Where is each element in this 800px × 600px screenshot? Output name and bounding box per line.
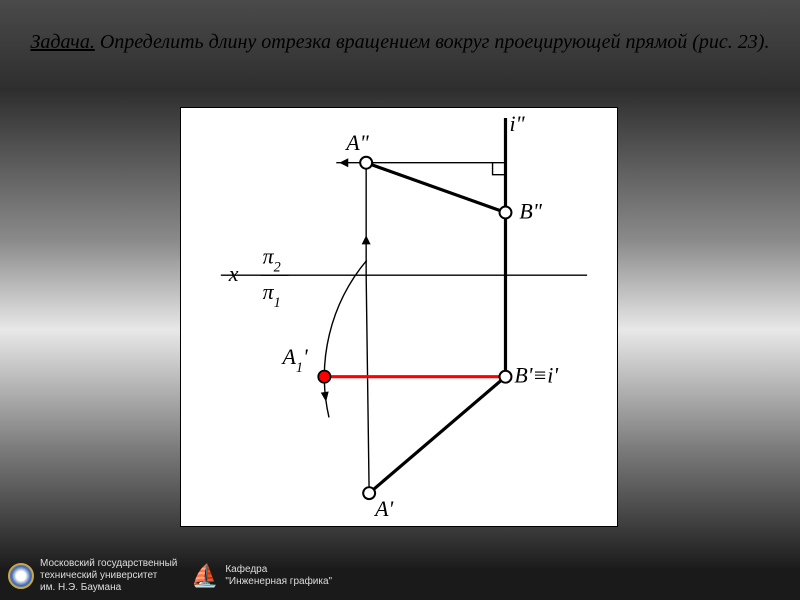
dept-line1: Кафедра: [225, 564, 332, 576]
footer-university: Московский государственный технический у…: [8, 558, 177, 594]
department-text: Кафедра "Инженерная графика": [225, 564, 332, 588]
diagram-frame: x π2 π1 A" i" B" A1' B'≡i' A': [180, 107, 618, 527]
footer: Московский государственный технический у…: [8, 558, 332, 594]
university-text: Московский государственный технический у…: [40, 558, 177, 594]
uni-line1: Московский государственный: [40, 558, 177, 570]
uni-line3: им. Н.Э. Баумана: [40, 582, 177, 594]
svg-text:B'≡i': B'≡i': [514, 363, 558, 388]
department-logo-icon: ⛵: [191, 562, 219, 590]
svg-text:π1: π1: [263, 279, 281, 311]
slide-title: Задача. Определить длину отрезка вращени…: [0, 0, 800, 56]
university-logo-icon: [8, 563, 34, 589]
title-label: Задача.: [31, 31, 95, 53]
svg-text:x: x: [228, 261, 239, 286]
svg-text:A": A": [344, 130, 369, 155]
svg-text:i": i": [509, 111, 525, 136]
svg-text:A1': A1': [281, 344, 308, 376]
footer-department: ⛵ Кафедра "Инженерная графика": [191, 562, 332, 590]
svg-text:B": B": [519, 198, 542, 223]
dept-line2: "Инженерная графика": [225, 576, 332, 588]
svg-text:A': A': [373, 496, 393, 521]
uni-line2: технический университет: [40, 570, 177, 582]
geometry-diagram: x π2 π1 A" i" B" A1' B'≡i' A': [181, 108, 617, 526]
svg-text:π2: π2: [263, 243, 281, 275]
title-rest: Определить длину отрезка вращением вокру…: [95, 31, 770, 53]
